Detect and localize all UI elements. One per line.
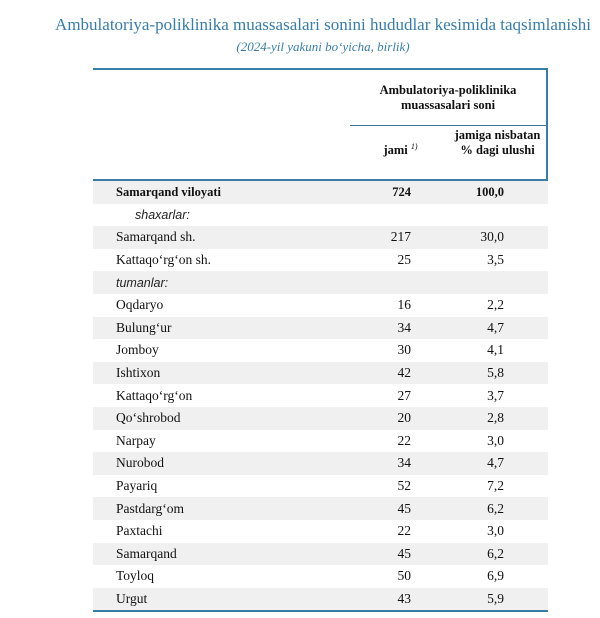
share-cell: 3,5 [487,252,504,268]
share-cell: 3,0 [487,523,504,539]
total-cell: 34 [397,319,412,335]
row-label: Toyloq [116,568,155,584]
table-row: shaxarlar: [93,204,548,227]
share-cell: 4,1 [487,342,504,358]
total-cell: 27 [397,387,412,403]
share-cell: 3,0 [487,432,504,448]
table-row: Qo‘shrobod 20 2,8 [93,406,548,430]
share-cell: 7,2 [487,478,504,494]
total-cell: 45 [397,545,412,561]
header-group: Ambulatoriya-poliklinika muassasalari so… [350,70,546,126]
share-cell: 2,8 [487,410,504,426]
share-cell: 6,2 [487,545,504,561]
table-row: Samarqand sh. 217 30,0 [93,226,548,249]
row-label: Oqdaryo [116,297,164,313]
total-cell: 52 [397,478,412,494]
row-label: Samarqand viloyati [116,184,221,199]
header-share: jamiga nisbatan % dagi ulushi [454,128,541,157]
share-cell: 6,2 [487,500,504,516]
share-cell: 5,9 [487,590,504,606]
table-row: Ishtixon 42 5,8 [93,361,548,385]
footnote-marker: 1) [410,142,418,151]
share-cell: 2,2 [487,297,504,313]
row-label: Nurobod [116,455,164,471]
total-cell: 22 [397,523,412,539]
row-label: Kattaqo‘rg‘on sh. [116,252,211,268]
row-label: Payariq [116,478,158,494]
total-cell: 43 [397,590,412,606]
table-row: Payariq 52 7,2 [93,475,548,498]
row-label: Kattaqo‘rg‘on [116,387,193,403]
table-header: Ambulatoriya-poliklinika muassasalari so… [93,70,548,181]
total-cell: 50 [397,568,412,584]
row-label: Samarqand sh. [116,229,196,245]
table-row: Jomboy 30 4,1 [93,339,548,362]
table-row: Oqdaryo 16 2,2 [93,294,548,317]
row-label: Ishtixon [116,365,161,381]
table-title: Ambulatoriya-poliklinika muassasalari so… [55,15,591,34]
data-table: Ambulatoriya-poliklinika muassasalari so… [93,68,548,613]
total-cell: 16 [397,297,412,313]
row-label: Paxtachi [116,523,163,539]
row-label: Qo‘shrobod [116,410,181,426]
total-cell: 34 [397,455,412,471]
share-cell: 4,7 [487,319,504,335]
header-total-label: jami [383,143,408,158]
header-total: jami 1) [363,142,438,158]
share-cell: 30,0 [480,229,504,245]
table-row: Kattaqo‘rg‘on 27 3,7 [93,384,548,407]
header-divider [546,70,548,179]
share-cell: 5,8 [487,365,504,381]
row-label: tumanlar: [116,275,169,290]
table-subtitle: (2024-yil yakuni bo‘yicha, birlik) [236,39,410,54]
table-row: Bulung‘ur 34 4,7 [93,316,548,340]
table-row: Paxtachi 22 3,0 [93,520,548,543]
total-cell: 22 [397,432,412,448]
share-cell: 4,7 [487,455,504,471]
total-cell: 42 [397,365,412,381]
share-cell: 100,0 [475,184,504,199]
row-label: shaxarlar: [135,207,190,222]
total-cell: 25 [397,252,412,268]
row-label: Jomboy [116,342,159,358]
total-cell: 724 [392,184,411,199]
row-label: Narpay [116,432,156,448]
total-cell: 30 [397,342,412,358]
table-row: Nurobod 34 4,7 [93,452,548,475]
table-row: tumanlar: [93,271,548,294]
row-label: Bulung‘ur [116,319,172,335]
table-row: Narpay 22 3,0 [93,430,548,453]
total-cell: 217 [390,229,411,245]
table-row: Samarqand viloyati 724 100,0 [93,181,548,204]
table-row: Kattaqo‘rg‘on sh. 25 3,5 [93,249,548,272]
row-label: Samarqand [116,545,177,561]
share-cell: 6,9 [487,568,504,584]
table-row: Urgut 43 5,9 [93,587,548,613]
table-row: Pastdarg‘om 45 6,2 [93,497,548,520]
table-row: Toyloq 50 6,9 [93,565,548,588]
table-body: Samarqand viloyati 724 100,0 shaxarlar: Sama… [93,181,548,613]
row-label: Pastdarg‘om [116,500,184,516]
total-cell: 45 [397,500,412,516]
header-group-label: Ambulatoriya-poliklinika muassasalari so… [379,82,517,112]
total-cell: 20 [397,410,412,426]
table-row: Samarqand 45 6,2 [93,542,548,566]
row-label: Urgut [116,590,148,606]
share-cell: 3,7 [487,387,504,403]
